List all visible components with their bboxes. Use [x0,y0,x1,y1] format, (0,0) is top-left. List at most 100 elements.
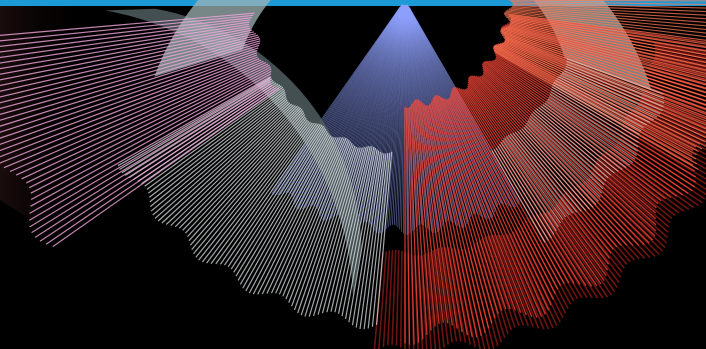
pale-ray [560,74,654,121]
pale-ray [170,105,296,226]
pale-ray [519,129,590,210]
pale-ray [499,143,557,232]
red-ray [467,79,611,259]
pale-ray [198,120,310,261]
pale-ray [245,135,332,292]
maroon-ray [493,234,529,327]
pale-ray [344,149,378,320]
red-ray [494,59,693,192]
pale-ray [317,146,365,315]
pale-ray [566,60,665,100]
red-ray [420,101,458,329]
pink-ray [0,52,258,145]
orange-ray [505,10,706,34]
pale-ray [224,123,321,266]
pale-ray [201,121,311,263]
pale-ray [144,86,284,187]
maroon-ray [627,113,706,156]
pale-ray [297,145,356,314]
red-ray [413,100,436,327]
maroon-ray [542,212,599,299]
orange-ray [504,13,706,45]
pale-ray [149,93,287,203]
pale-ray [536,108,615,174]
orange-ray [493,46,697,156]
maroon-ray [654,46,706,58]
maroon-ray [496,234,535,328]
pale-ray [178,106,300,229]
pale-ray [367,153,389,329]
maroon-ray [454,248,476,348]
red-ray [453,86,565,284]
red-ray [480,75,650,244]
orange-ray [508,24,706,75]
red-ray [448,98,546,315]
maroon-ray [435,248,449,345]
red-ray [434,95,503,311]
pale-ray [206,122,313,264]
red-ray [486,60,672,199]
pale-ray [341,147,377,317]
orange-ray [505,15,706,49]
red-ray [495,56,697,183]
pale-ray [248,136,333,294]
pale-ray [550,88,639,143]
maroon-ray [639,101,706,133]
pink-ray [0,34,258,98]
pale-ray [548,96,637,156]
pale-ray [491,150,546,243]
pale-ray [552,84,640,135]
pale-ray [355,152,383,328]
pink-ray [0,12,255,36]
red-ray [431,100,493,324]
red-ray [482,71,657,232]
pink-ray [0,31,254,87]
maroon-ray [640,98,706,128]
pale-ray [550,91,639,148]
maroon-ray [509,232,554,329]
red-ray [425,105,473,338]
orange-ray [500,28,706,94]
pale-ray [304,147,359,317]
maroon-ray [395,250,400,346]
maroon-ray [545,212,604,299]
maroon-ray [587,178,664,252]
pale-ray [121,79,274,174]
orange-ray [500,31,706,102]
pale-ray [195,119,308,258]
maroon-ray [535,214,588,299]
red-ray [436,94,511,310]
blue-ray [271,7,401,194]
red-ray [485,60,666,200]
pale-ray [154,101,289,219]
pale-ray [188,112,305,242]
pink-ray [0,47,259,133]
maroon-ray [538,213,593,299]
pale-ray [146,88,285,190]
maroon-ray [447,247,467,343]
red-ray [450,90,556,295]
red-ray [442,97,527,316]
pale-ray [334,146,373,313]
maroon-ray [503,234,545,330]
pale-ray [230,125,325,270]
orange-ray [500,30,706,98]
pink-ray [45,87,277,245]
pale-ray [184,108,303,234]
pale-ray [531,113,607,182]
pale-ray [313,147,363,317]
red-ray [491,60,684,196]
orange-ray [510,22,706,67]
pale-ray [149,96,287,208]
red-ray [475,75,634,246]
red-ray [450,92,554,300]
maroon-ray [551,209,613,296]
red-ray [467,83,609,271]
pink-ray-layer [0,12,280,248]
pale-ray [525,124,599,202]
pale-ray [326,146,369,313]
pink-ray [0,29,252,81]
pale-ray [359,153,385,329]
maroon-ray [600,155,676,217]
